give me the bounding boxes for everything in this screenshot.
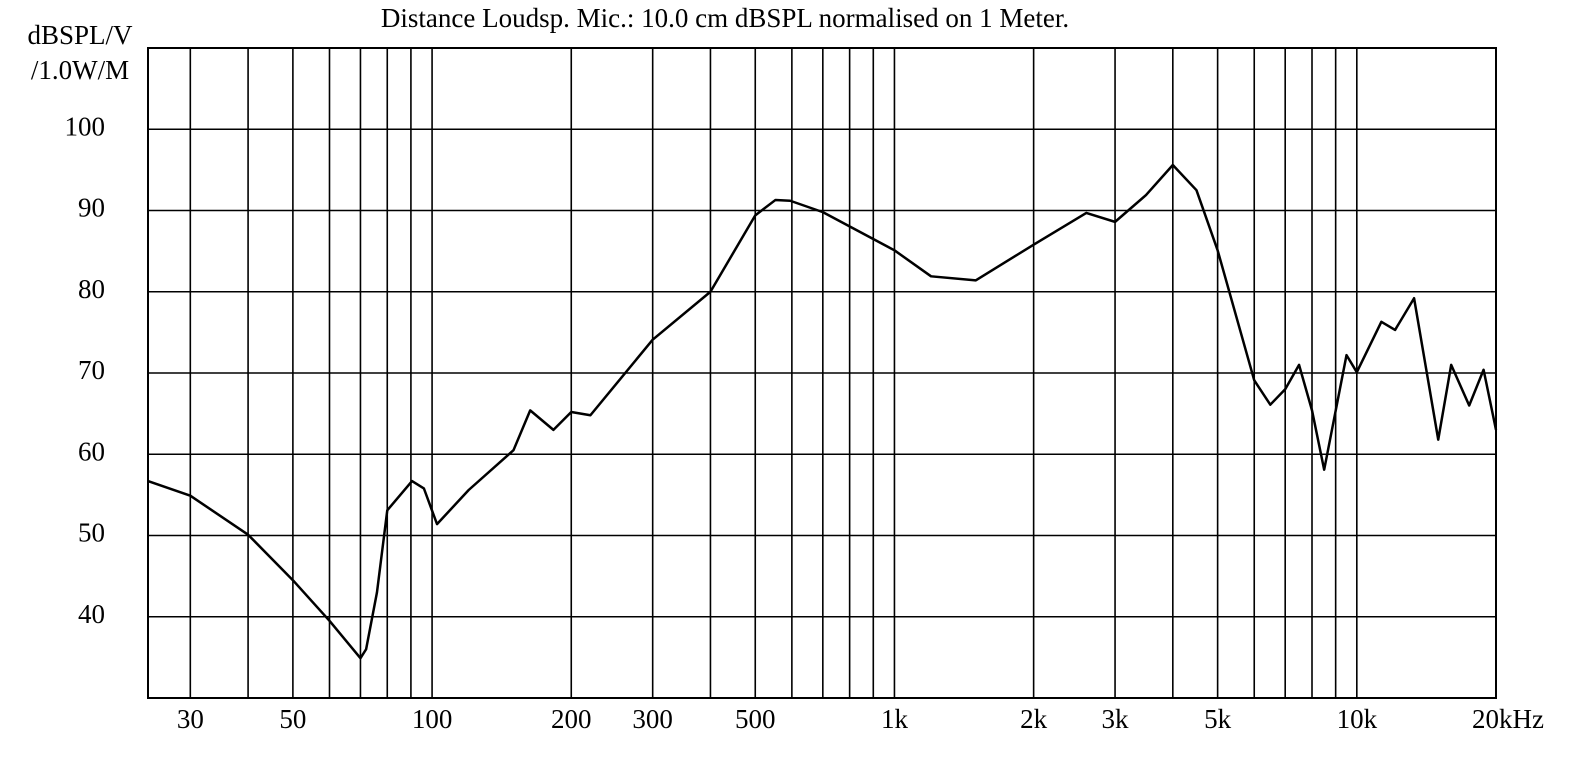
x-tick-label: 100 <box>412 704 453 734</box>
x-tick-label: 3k <box>1102 704 1130 734</box>
x-tick-label: 300 <box>632 704 673 734</box>
y-tick-label: 60 <box>78 436 105 466</box>
x-tick-label: 30 <box>177 704 204 734</box>
data-line <box>147 163 1498 660</box>
x-tick-label: 5k <box>1204 704 1232 734</box>
y-tick-label: 80 <box>78 274 105 304</box>
y-tick-label: 100 <box>65 111 106 141</box>
x-tick-label: 1k <box>881 704 909 734</box>
y-axis-label: dBSPL/V <box>27 20 133 50</box>
y-tick-label: 50 <box>78 518 105 548</box>
x-tick-label: 20kHz <box>1472 704 1544 734</box>
chart-title: Distance Loudsp. Mic.: 10.0 cm dBSPL nor… <box>381 3 1069 33</box>
x-tick-label: 2k <box>1020 704 1048 734</box>
y-tick-label: 70 <box>78 355 105 385</box>
x-tick-label: 10k <box>1337 704 1378 734</box>
x-tick-label: 50 <box>279 704 306 734</box>
y-tick-label: 40 <box>78 599 105 629</box>
x-tick-label: 500 <box>735 704 776 734</box>
x-tick-label: 200 <box>551 704 592 734</box>
y-axis-label: /1.0W/M <box>31 55 129 85</box>
y-tick-label: 90 <box>78 193 105 223</box>
